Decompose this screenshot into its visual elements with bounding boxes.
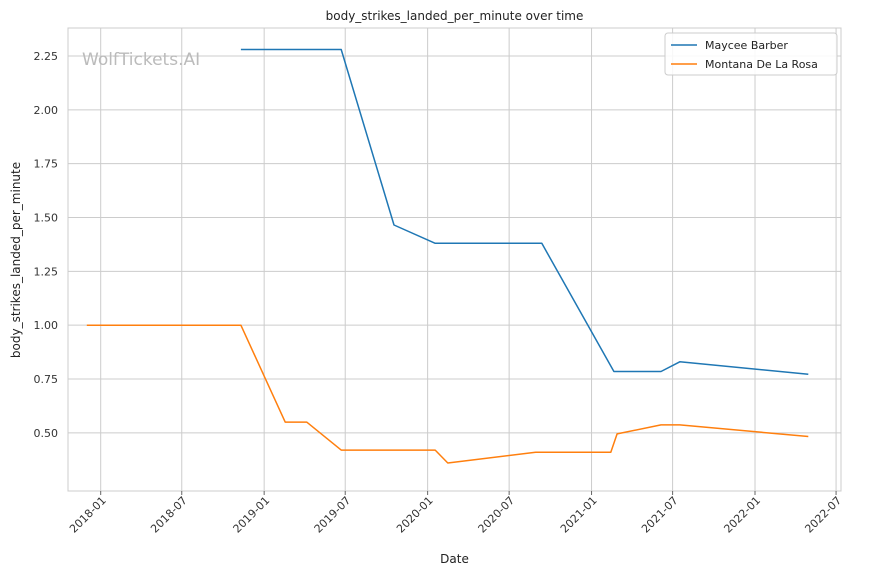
axis-ticks: 0.50 0.75 1.00 1.25 1.50 1.75 2.00 2.25 2018-01 2… bbox=[34, 50, 845, 536]
chart-title: body_strikes_landed_per_minute over time bbox=[326, 9, 584, 23]
legend-label-montana-de-la-rosa: Montana De La Rosa bbox=[705, 58, 818, 71]
y-tick-label: 2.00 bbox=[34, 104, 59, 117]
series-lines bbox=[86, 48, 809, 464]
x-tick-label: 2019-07 bbox=[312, 494, 354, 536]
y-tick-label: 1.50 bbox=[34, 212, 59, 225]
plot-frame bbox=[67, 27, 842, 492]
x-tick-label: 2020-07 bbox=[476, 494, 518, 536]
series-line-maycee-barber bbox=[240, 48, 809, 376]
y-tick-label: 1.25 bbox=[34, 265, 59, 278]
x-tick-label: 2018-07 bbox=[148, 494, 190, 536]
grid bbox=[68, 28, 841, 491]
x-tick-label: 2022-07 bbox=[802, 494, 844, 536]
legend-label-maycee-barber: Maycee Barber bbox=[705, 39, 788, 52]
y-tick-label: 1.75 bbox=[34, 158, 59, 171]
legend: Maycee Barber Montana De La Rosa bbox=[664, 32, 838, 76]
y-tick-label: 0.75 bbox=[34, 373, 59, 386]
y-tick-label: 1.00 bbox=[34, 319, 59, 332]
series-line-montana-de-la-rosa bbox=[86, 324, 809, 464]
x-tick-label: 2021-01 bbox=[558, 494, 600, 536]
y-tick-label: 0.50 bbox=[34, 427, 59, 440]
x-axis-title: Date bbox=[440, 552, 469, 566]
x-tick-label: 2020-01 bbox=[394, 494, 436, 536]
x-tick-label: 2021-07 bbox=[639, 494, 681, 536]
legend-box bbox=[664, 32, 838, 76]
x-tick-label: 2018-01 bbox=[67, 494, 109, 536]
y-axis-title: body_strikes_landed_per_minute bbox=[9, 162, 23, 358]
x-tick-label: 2019-01 bbox=[231, 494, 273, 536]
y-tick-label: 2.25 bbox=[34, 50, 59, 63]
x-tick-label: 2022-01 bbox=[721, 494, 763, 536]
watermark: WolfTickets.AI bbox=[82, 50, 200, 70]
